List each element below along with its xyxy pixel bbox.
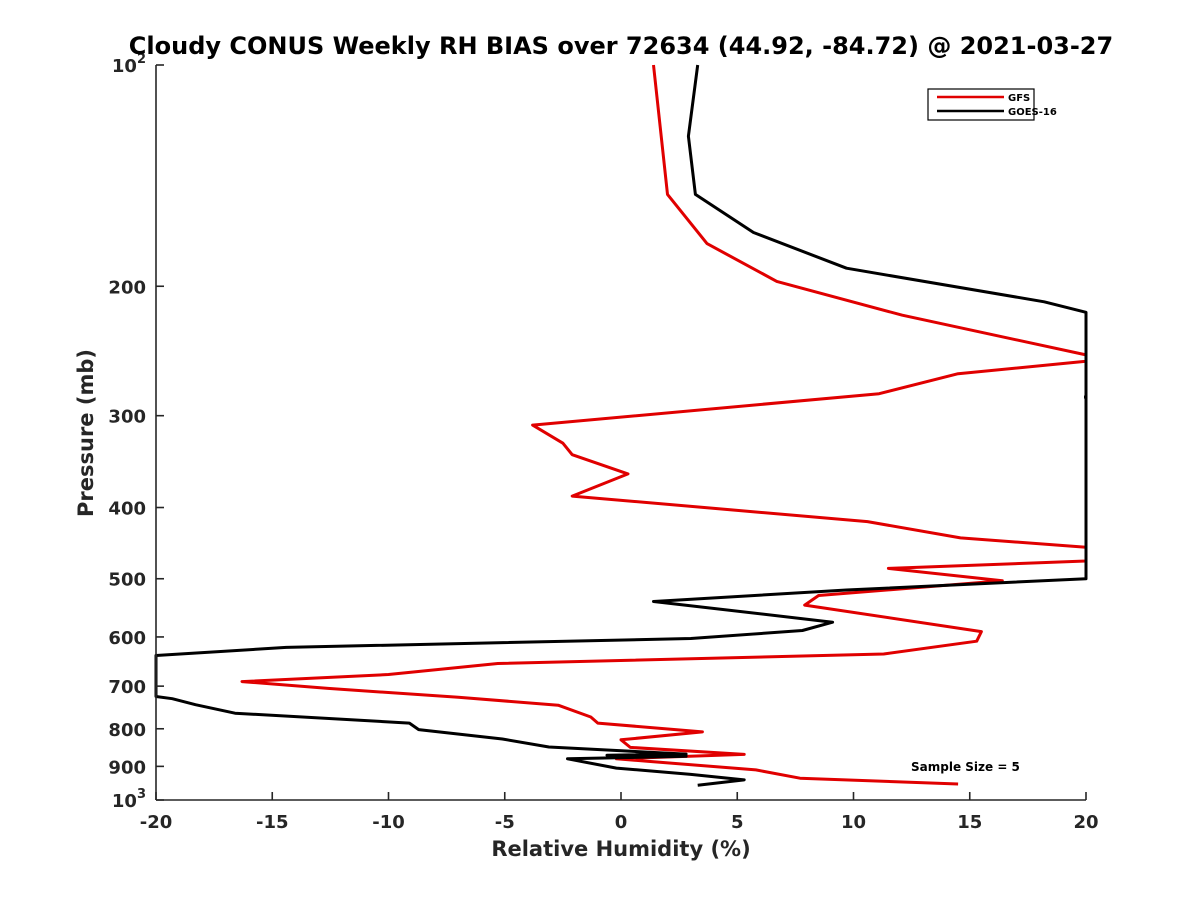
x-tick-label: 0 [615, 812, 628, 833]
y-tick-label: 300 [108, 407, 146, 428]
legend-label-gfs: GFS [1008, 93, 1030, 104]
y-tick-label: 800 [108, 720, 146, 741]
y-tick-label: 200 [108, 277, 146, 298]
y-tick-label: 700 [108, 677, 146, 698]
x-axis-label: Relative Humidity (%) [491, 837, 750, 861]
x-tick-label: 20 [1073, 812, 1098, 833]
y-tick-label: 400 [108, 499, 146, 520]
sample-size-annotation: Sample Size = 5 [911, 760, 1020, 774]
series-line-gfs [240, 64, 1088, 786]
x-tick-label: 10 [841, 812, 866, 833]
y-axis-label: Pressure (mb) [74, 349, 98, 517]
y-tick-label: 103 [112, 787, 146, 812]
legend-label-goes16: GOES-16 [1008, 107, 1057, 118]
y-tick-label: 600 [108, 628, 146, 649]
y-tick-label: 500 [108, 570, 146, 591]
ticks-layer: -20 -15 -10 -5 0 5 10 15 20102200300400500600700… [108, 52, 1098, 833]
x-tick-label: -10 [372, 812, 405, 833]
legend-box [927, 88, 1035, 121]
chart-title: Cloudy CONUS Weekly RH BIAS over 72634 (… [129, 32, 1113, 60]
legend: GFS GOES-16 [927, 88, 1057, 121]
x-tick-label: 5 [731, 812, 744, 833]
x-tick-label: 15 [957, 812, 982, 833]
x-tick-label: -15 [256, 812, 289, 833]
y-tick-label: 900 [108, 757, 146, 778]
x-tick-label: -20 [140, 812, 173, 833]
x-tick-label: -5 [495, 812, 515, 833]
